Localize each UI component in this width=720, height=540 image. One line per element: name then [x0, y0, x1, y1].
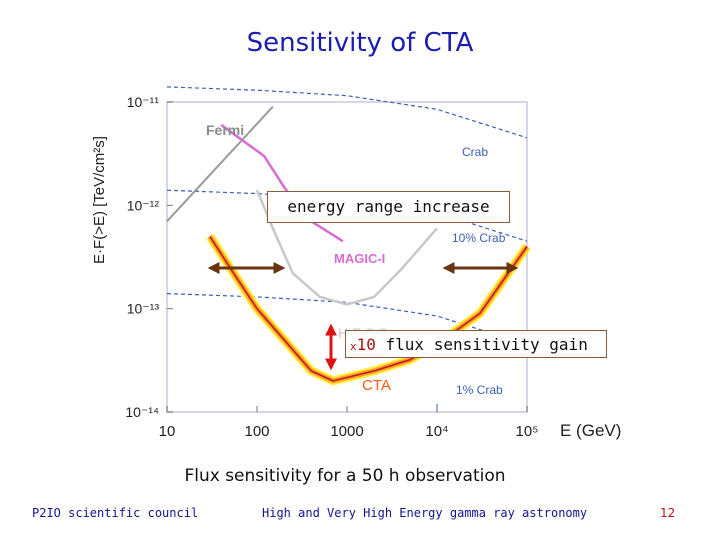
- x-tick-label: 100: [244, 423, 269, 440]
- x-tick-label: 1000: [330, 423, 363, 440]
- series-crab: [166, 86, 528, 139]
- y-axis-label: E·F(>E) [TeV/cm²s]: [91, 136, 108, 264]
- label-crab: Crab: [462, 145, 488, 159]
- footer-organization: P2IO scientific council: [32, 506, 199, 520]
- y-tick-label: 10⁻¹⁴: [125, 404, 159, 420]
- series-fermi: [166, 106, 274, 222]
- flux-text: flux sensitivity gain: [385, 335, 588, 354]
- label-10pct-crab: 10% Crab: [452, 231, 506, 245]
- flux-number: 10: [356, 335, 376, 354]
- footer-topic: High and Very High Energy gamma ray astr…: [262, 506, 588, 520]
- flux-gain-callout: x10 flux sensitivity gain: [345, 330, 607, 358]
- arrows: [207, 262, 519, 371]
- chart-caption: Flux sensitivity for a 50 h observation: [184, 466, 506, 486]
- energy-range-callout: energy range increase: [267, 191, 510, 223]
- label-1pct-crab: 1% Crab: [456, 383, 503, 397]
- tick-labels: 10 100 1000 10⁴ 10⁵ 10⁻¹¹ 10⁻¹² 10⁻¹³ 10⁻¹⁴ E (Ge…: [91, 94, 621, 440]
- y-tick-label: 10⁻¹²: [127, 197, 160, 213]
- series-hess: [255, 189, 438, 306]
- flux-prefix: x: [350, 340, 357, 353]
- y-tick-label: 10⁻¹¹: [127, 94, 160, 110]
- series-magic-i: [220, 123, 344, 243]
- x-tick-label: 10: [159, 423, 176, 440]
- x-tick-label: 10⁴: [425, 423, 448, 440]
- page-number: 12: [660, 506, 676, 520]
- label-fermi: Fermi: [206, 122, 244, 138]
- x-axis-label: E (GeV): [560, 421, 621, 440]
- label-cta: CTA: [362, 377, 391, 394]
- label-magic-i: MAGIC-I: [334, 251, 385, 266]
- slide-title: Sensitivity of CTA: [246, 28, 474, 58]
- y-tick-label: 10⁻¹³: [127, 301, 160, 317]
- x-tick-label: 10⁵: [516, 423, 539, 440]
- energy-range-text: energy range increase: [287, 197, 490, 216]
